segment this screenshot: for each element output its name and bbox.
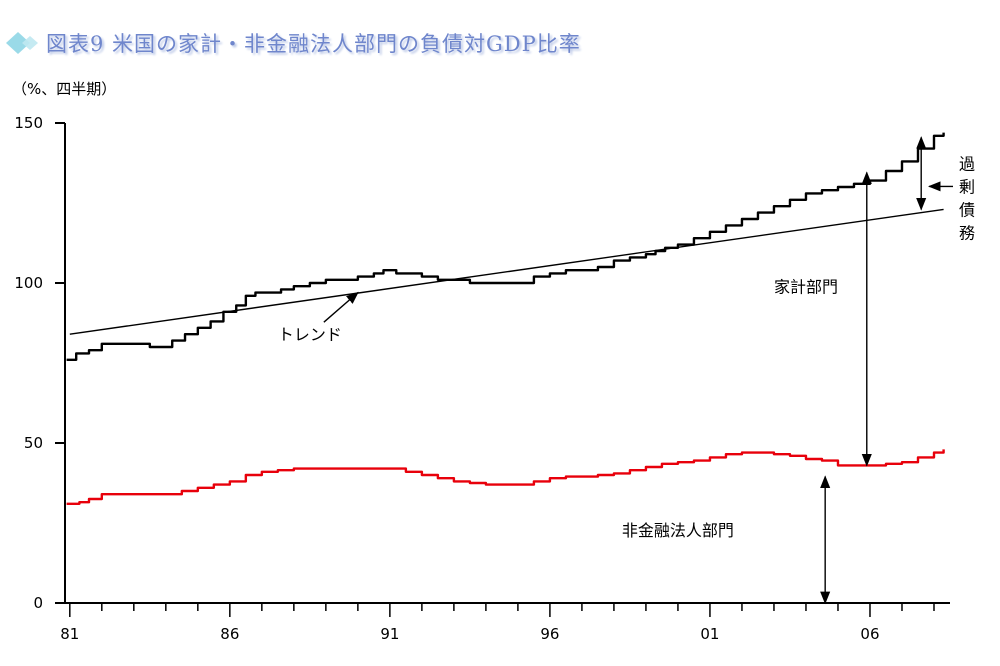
y-tick-label: 100 — [14, 274, 43, 292]
unit-label: （%、四半期） — [12, 80, 117, 98]
nonfinancial-series-line — [66, 449, 945, 505]
trend-line — [69, 208, 944, 335]
x-tick-label: 81 — [60, 625, 79, 643]
excess-debt-label-char: 剰 — [959, 177, 975, 196]
trend-annotation-label: トレンド — [278, 325, 342, 344]
x-tick-label: 06 — [860, 625, 879, 643]
title-bar: 図表9 米国の家計・非金融法人部門の負債対GDP比率 — [4, 28, 581, 58]
excess-debt-label-char: 債 — [959, 200, 975, 219]
x-tick-label: 01 — [700, 625, 719, 643]
trend-annotation-arrow — [323, 291, 359, 323]
household-annotation-label: 家計部門 — [774, 278, 838, 297]
x-tick-label: 96 — [540, 625, 559, 643]
excess-debt-label-char: 務 — [959, 223, 975, 242]
household-series-line — [66, 132, 945, 361]
y-tick-label: 150 — [14, 114, 43, 132]
nonfinancial-annotation-label: 非金融法人部門 — [622, 521, 734, 540]
chart-title: 図表9 米国の家計・非金融法人部門の負債対GDP比率 — [46, 32, 581, 56]
diamond-icon — [6, 32, 38, 54]
y-tick-label: 0 — [33, 594, 43, 612]
y-tick-label: 50 — [24, 434, 43, 452]
x-tick-label: 91 — [380, 625, 399, 643]
excess-debt-label-char: 過 — [959, 154, 975, 173]
x-tick-label: 86 — [220, 625, 239, 643]
